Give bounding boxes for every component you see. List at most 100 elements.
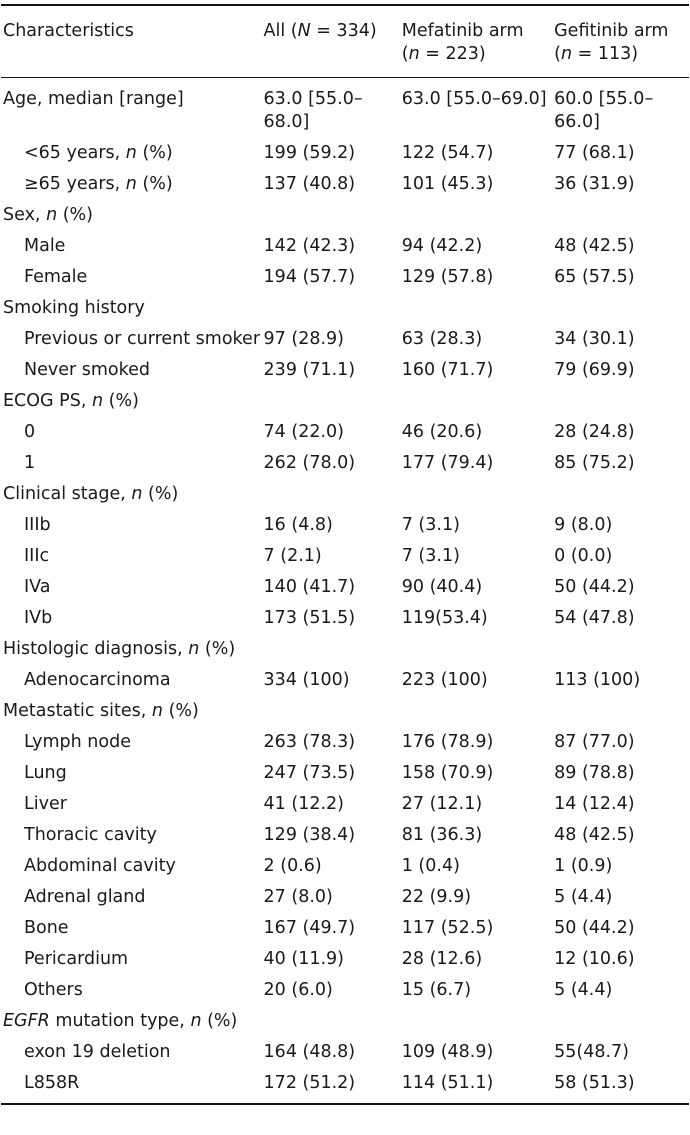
row-label: Bone: [24, 918, 69, 938]
cell-all: 172 (51.2): [263, 1073, 356, 1093]
cell-all: 40 (11.9): [263, 949, 344, 969]
cell-gefitinib: 55(48.7): [554, 1042, 630, 1062]
section-row: ECOG PS, n (%): [1, 386, 689, 417]
table-row: Pericardium 40 (11.9) 28 (12.6) 12 (10.6…: [1, 944, 689, 975]
cell-gefitinib: 113 (100): [554, 670, 641, 690]
cell-gefitinib: 58 (51.3): [554, 1073, 635, 1093]
cell-all: 74 (22.0): [263, 422, 344, 442]
row-label: 1: [24, 453, 36, 473]
cell-gefitinib: 9 (8.0): [554, 515, 613, 535]
row-label: ≥65 years, n (%): [24, 174, 173, 194]
cell-gefitinib: 34 (30.1): [554, 329, 635, 349]
cell-all: 239 (71.1): [263, 360, 356, 380]
row-label: Male: [24, 236, 66, 256]
row-label: Adrenal gland: [24, 887, 146, 907]
cell-gefitinib: 79 (69.9): [554, 360, 635, 380]
table-row: Never smoked 239 (71.1) 160 (71.7) 79 (6…: [1, 355, 689, 386]
table-row: Thoracic cavity 129 (38.4) 81 (36.3) 48 …: [1, 820, 689, 851]
row-label: IVa: [24, 577, 51, 597]
cell-mefatinib: 158 (70.9): [401, 763, 494, 783]
section-label: Clinical stage, n (%): [3, 484, 179, 504]
cell-mefatinib: 94 (42.2): [401, 236, 483, 256]
cell-gefitinib: 87 (77.0): [554, 732, 635, 752]
cell-gefitinib: 48 (42.5): [554, 236, 635, 256]
row-label: Lung: [24, 763, 67, 783]
cell-mefatinib: 90 (40.4): [401, 577, 483, 597]
table-row: Adenocarcinoma 334 (100) 223 (100) 113 (…: [1, 665, 689, 696]
cell-gefitinib: 48 (42.5): [554, 825, 635, 845]
cell-all: 137 (40.8): [263, 174, 356, 194]
cell-all: 194 (57.7): [263, 267, 356, 287]
cell-gefitinib: 60.0 [55.0–66.0]: [554, 89, 654, 132]
cell-all: 164 (48.8): [263, 1042, 356, 1062]
cell-mefatinib: 22 (9.9): [401, 887, 472, 907]
table-row: 1 262 (78.0) 177 (79.4) 85 (75.2): [1, 448, 689, 479]
characteristics-table: Characteristics All (N = 334) Mefatinib …: [1, 4, 689, 1105]
cell-gefitinib: 0 (0.0): [554, 546, 613, 566]
cell-mefatinib: 176 (78.9): [401, 732, 494, 752]
row-label: Abdominal cavity: [24, 856, 176, 876]
cell-mefatinib: 46 (20.6): [401, 422, 483, 442]
table-row: Female 194 (57.7) 129 (57.8) 65 (57.5): [1, 262, 689, 293]
cell-mefatinib: 122 (54.7): [401, 143, 494, 163]
cell-mefatinib: 160 (71.7): [401, 360, 494, 380]
cell-gefitinib: 65 (57.5): [554, 267, 635, 287]
row-label: exon 19 deletion: [24, 1042, 171, 1062]
table-row: Bone 167 (49.7) 117 (52.5) 50 (44.2): [1, 913, 689, 944]
cell-mefatinib: 7 (3.1): [401, 515, 460, 535]
table-row: 0 74 (22.0) 46 (20.6) 28 (24.8): [1, 417, 689, 448]
row-label: IIIb: [24, 515, 51, 535]
table-row: ≥65 years, n (%) 137 (40.8) 101 (45.3) 3…: [1, 169, 689, 200]
table-row: Previous or current smoker 97 (28.9) 63 …: [1, 324, 689, 355]
row-label: 0: [24, 422, 36, 442]
row-label: IVb: [24, 608, 53, 628]
section-label: ECOG PS, n (%): [3, 391, 139, 411]
cell-mefatinib: 15 (6.7): [401, 980, 472, 1000]
cell-all: 262 (78.0): [263, 453, 356, 473]
cell-all: 7 (2.1): [263, 546, 322, 566]
cell-gefitinib: 14 (12.4): [554, 794, 635, 814]
row-label: Others: [24, 980, 83, 1000]
cell-gefitinib: 77 (68.1): [554, 143, 635, 163]
cell-all: 27 (8.0): [263, 887, 333, 907]
cell-mefatinib: 28 (12.6): [401, 949, 483, 969]
header-gefitinib: Gefitinib arm (n = 113): [554, 5, 689, 78]
section-row: EGFR mutation type, n (%): [1, 1006, 689, 1037]
cell-mefatinib: 27 (12.1): [401, 794, 483, 814]
cell-mefatinib: 1 (0.4): [401, 856, 460, 876]
cell-gefitinib: 54 (47.8): [554, 608, 635, 628]
table-row: IVb 173 (51.5) 119(53.4) 54 (47.8): [1, 603, 689, 634]
table-row: Age, median [range] 63.0 [55.0–68.0] 63.…: [1, 78, 689, 139]
cell-mefatinib: 119(53.4): [401, 608, 488, 628]
cell-all: 167 (49.7): [263, 918, 356, 938]
row-label: Pericardium: [24, 949, 129, 969]
table-row: exon 19 deletion 164 (48.8) 109 (48.9) 5…: [1, 1037, 689, 1068]
cell-gefitinib: 50 (44.2): [554, 577, 635, 597]
cell-gefitinib: 50 (44.2): [554, 918, 635, 938]
table-row: Lung 247 (73.5) 158 (70.9) 89 (78.8): [1, 758, 689, 789]
table-row: IVa 140 (41.7) 90 (40.4) 50 (44.2): [1, 572, 689, 603]
cell-mefatinib: 114 (51.1): [401, 1073, 494, 1093]
section-label: Metastatic sites, n (%): [3, 701, 199, 721]
cell-all: 334 (100): [263, 670, 350, 690]
row-label: IIIc: [24, 546, 50, 566]
section-label: Histologic diagnosis, n (%): [3, 639, 236, 659]
cell-all: 140 (41.7): [263, 577, 356, 597]
section-row: Sex, n (%): [1, 200, 689, 231]
table-row: IIIb 16 (4.8) 7 (3.1) 9 (8.0): [1, 510, 689, 541]
cell-mefatinib: 7 (3.1): [401, 546, 460, 566]
cell-mefatinib: 129 (57.8): [401, 267, 494, 287]
cell-all: 97 (28.9): [263, 329, 344, 349]
cell-mefatinib: 109 (48.9): [401, 1042, 494, 1062]
cell-mefatinib: 81 (36.3): [401, 825, 483, 845]
table-row: Lymph node 263 (78.3) 176 (78.9) 87 (77.…: [1, 727, 689, 758]
cell-all: 2 (0.6): [263, 856, 322, 876]
cell-all: 263 (78.3): [263, 732, 356, 752]
row-label: Thoracic cavity: [24, 825, 157, 845]
section-row: Histologic diagnosis, n (%): [1, 634, 689, 665]
cell-all: 142 (42.3): [263, 236, 356, 256]
cell-gefitinib: 5 (4.4): [554, 980, 613, 1000]
table-row: L858R 172 (51.2) 114 (51.1) 58 (51.3): [1, 1068, 689, 1104]
row-label: <65 years, n (%): [24, 143, 173, 163]
cell-mefatinib: 63.0 [55.0–69.0]: [401, 89, 547, 109]
